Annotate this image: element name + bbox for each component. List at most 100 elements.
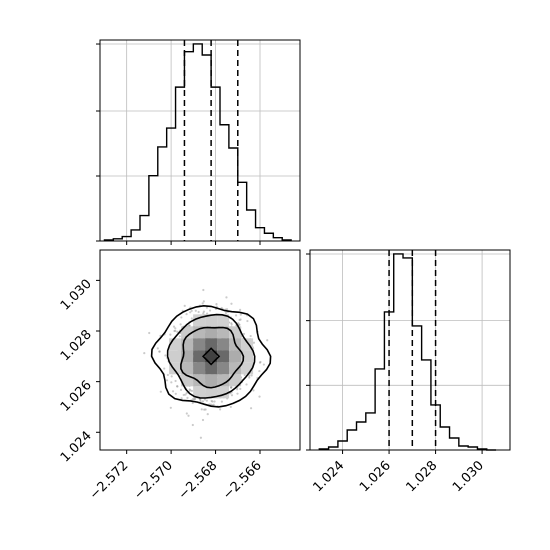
- histogram-step-outline: [318, 253, 497, 451]
- scatter-point: [199, 398, 202, 401]
- bottom-right-quantile-lines: [388, 250, 437, 450]
- scatter-point: [176, 385, 179, 388]
- scatter-point: [184, 393, 187, 396]
- scatter-point: [201, 302, 204, 305]
- contour-second: [180, 326, 245, 389]
- density-cell: [181, 326, 194, 339]
- scatter-point: [148, 331, 151, 335]
- scatter-point: [192, 398, 196, 401]
- scatter-point: [220, 400, 224, 403]
- scatter-point: [213, 400, 216, 403]
- scatter-point: [202, 300, 205, 303]
- scatter-point: [170, 381, 173, 384]
- top-left-quantile-lines: [183, 40, 239, 241]
- density-cell: [205, 362, 218, 375]
- scatter-point: [186, 396, 189, 400]
- scatter-point: [234, 314, 238, 317]
- scatter-point: [185, 313, 188, 316]
- scatter-point: [230, 394, 234, 397]
- scatter-point: [143, 352, 146, 355]
- bottom-right-ticks: [306, 253, 483, 454]
- density-cell: [217, 362, 230, 375]
- scatter-point: [225, 296, 228, 299]
- scatter-point: [224, 311, 228, 315]
- scatter-point: [193, 398, 197, 401]
- scatter-point: [245, 383, 248, 386]
- scatter-point: [187, 324, 191, 327]
- scatter-point: [215, 303, 218, 306]
- scatter-point: [248, 374, 251, 377]
- scatter-point: [179, 388, 183, 391]
- scatter-point: [183, 304, 186, 307]
- scatter-point: [229, 405, 232, 409]
- density-cell: [181, 362, 194, 375]
- scatter-point: [230, 386, 233, 389]
- density-cell: [193, 362, 206, 375]
- scatter-point: [191, 401, 194, 405]
- scatter-point: [252, 389, 255, 392]
- scatter-point: [248, 376, 251, 379]
- scatter-point: [243, 373, 246, 377]
- density-cell: [241, 350, 254, 363]
- contour-third: [166, 313, 256, 399]
- scatter-point: [208, 309, 212, 312]
- scatter-point: [170, 375, 173, 378]
- scatter-point: [201, 400, 205, 403]
- contour-outer: [150, 304, 272, 408]
- scatter-point: [188, 324, 191, 327]
- scatter-point: [159, 390, 162, 393]
- scatter-point: [203, 408, 206, 411]
- bottom-left-ticks: [96, 279, 261, 454]
- scatter-point: [189, 389, 192, 392]
- scatter-point: [174, 392, 177, 395]
- scatter-point: [229, 386, 233, 389]
- scatter-point: [203, 398, 206, 401]
- scatter-point: [185, 412, 188, 415]
- scatter-point: [239, 318, 242, 321]
- density-cell: [193, 350, 206, 363]
- scatter-point: [194, 309, 197, 312]
- scatter-point: [204, 408, 207, 411]
- scatter-point: [230, 323, 233, 326]
- scatter-point: [180, 316, 183, 319]
- density-cell: [217, 374, 230, 387]
- density-cell: [205, 350, 218, 363]
- top-left-panel-frame: [99, 39, 301, 242]
- scatter-point: [202, 288, 205, 292]
- scatter-point: [173, 329, 176, 333]
- scatter-point: [202, 312, 205, 315]
- scatter-point: [205, 312, 209, 315]
- contour-lines: [150, 304, 272, 408]
- scatter-point: [182, 393, 185, 397]
- scatter-point: [252, 341, 256, 344]
- scatter-point: [259, 360, 262, 364]
- bottom-right-histogram-bars: [318, 253, 497, 451]
- density-cell: [205, 374, 218, 387]
- scatter-point: [210, 399, 213, 403]
- scatter-point: [169, 406, 172, 409]
- top-left-ticks: [96, 43, 261, 245]
- scatter-point: [250, 374, 253, 377]
- scatter-point: [237, 322, 240, 325]
- scatter-point: [212, 403, 215, 406]
- scatter-point: [189, 311, 192, 314]
- scatter-point: [174, 327, 177, 330]
- scatter-point: [239, 308, 242, 311]
- scatter-point: [239, 387, 242, 390]
- scatter-point: [242, 332, 246, 336]
- scatter-point: [187, 414, 190, 417]
- scatter-point: [164, 354, 167, 357]
- scatter-point: [158, 350, 161, 353]
- density-cell: [229, 326, 242, 339]
- scatter-point: [249, 407, 253, 410]
- scatter-point: [166, 373, 169, 377]
- scatter-point: [169, 333, 172, 336]
- scatter-point: [219, 408, 222, 411]
- scatter-point: [190, 389, 194, 393]
- density-cell: [193, 386, 206, 399]
- bottom-right-panel-frame: [309, 249, 511, 451]
- density-cell: [193, 326, 206, 339]
- density-cell: [169, 350, 182, 363]
- density-cell: [217, 326, 230, 339]
- scatter-point: [258, 395, 261, 398]
